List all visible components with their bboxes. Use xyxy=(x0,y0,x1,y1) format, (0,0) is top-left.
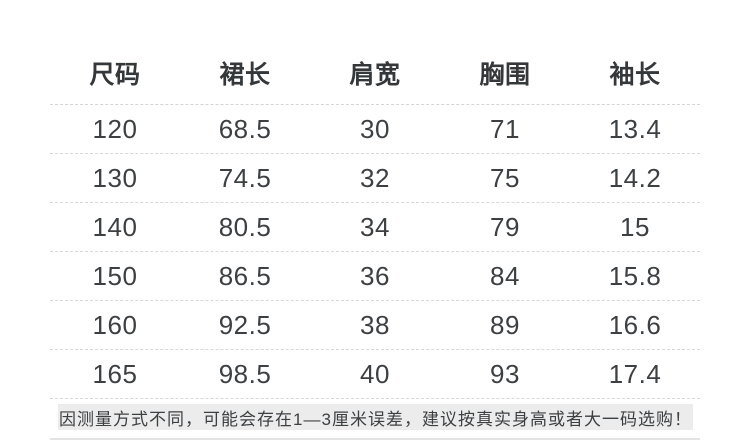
table-row: 150 86.5 36 84 15.8 xyxy=(50,252,700,301)
table-cell: 79 xyxy=(490,211,520,242)
table-cell: 84 xyxy=(490,260,520,291)
table-cell: 86.5 xyxy=(218,260,272,291)
table-cell: 30 xyxy=(360,113,390,144)
table-cell: 98.5 xyxy=(218,358,272,389)
table-cell: 40 xyxy=(360,358,390,389)
notice-text: 因测量方式不同，可能会存在1—3厘米误差，建议按真实身高或者大一码选购！ xyxy=(59,409,692,429)
table-cell: 89 xyxy=(490,309,520,340)
column-header-size: 尺码 xyxy=(89,60,141,89)
column-header-skirt-length: 裙长 xyxy=(219,60,271,89)
size-table: 尺码 裙长 肩宽 胸围 袖长 120 68.5 30 71 13.4 130 7… xyxy=(50,0,700,399)
table-cell: 140 xyxy=(92,211,138,242)
column-header-sleeve-length: 袖长 xyxy=(609,60,661,89)
column-header-shoulder-width: 肩宽 xyxy=(349,60,401,89)
table-cell: 130 xyxy=(92,162,138,193)
table-cell: 15 xyxy=(620,211,650,242)
table-cell: 16.6 xyxy=(608,309,662,340)
table-cell: 15.8 xyxy=(608,260,662,291)
table-cell: 160 xyxy=(92,309,138,340)
table-cell: 75 xyxy=(490,162,520,193)
table-cell: 120 xyxy=(92,113,138,144)
table-cell: 80.5 xyxy=(218,211,272,242)
table-cell: 34 xyxy=(360,211,390,242)
table-cell: 93 xyxy=(490,358,520,389)
bottom-divider xyxy=(50,438,700,440)
table-row: 140 80.5 34 79 15 xyxy=(50,203,700,252)
table-header-row: 尺码 裙长 肩宽 胸围 袖长 xyxy=(50,0,700,105)
table-cell: 17.4 xyxy=(608,358,662,389)
column-header-bust: 胸围 xyxy=(479,60,531,89)
table-cell: 38 xyxy=(360,309,390,340)
table-cell: 36 xyxy=(360,260,390,291)
table-cell: 71 xyxy=(490,113,520,144)
table-row: 160 92.5 38 89 16.6 xyxy=(50,301,700,350)
table-row: 165 98.5 40 93 17.4 xyxy=(50,350,700,399)
table-cell: 74.5 xyxy=(218,162,272,193)
table-row: 120 68.5 30 71 13.4 xyxy=(50,105,700,154)
table-cell: 68.5 xyxy=(218,113,272,144)
table-cell: 13.4 xyxy=(608,113,662,144)
table-cell: 150 xyxy=(92,260,138,291)
table-cell: 92.5 xyxy=(218,309,272,340)
notice-banner: 因测量方式不同，可能会存在1—3厘米误差，建议按真实身高或者大一码选购！ xyxy=(58,404,693,430)
table-cell: 165 xyxy=(92,358,138,389)
table-row: 130 74.5 32 75 14.2 xyxy=(50,154,700,203)
table-cell: 14.2 xyxy=(608,162,662,193)
table-cell: 32 xyxy=(360,162,390,193)
